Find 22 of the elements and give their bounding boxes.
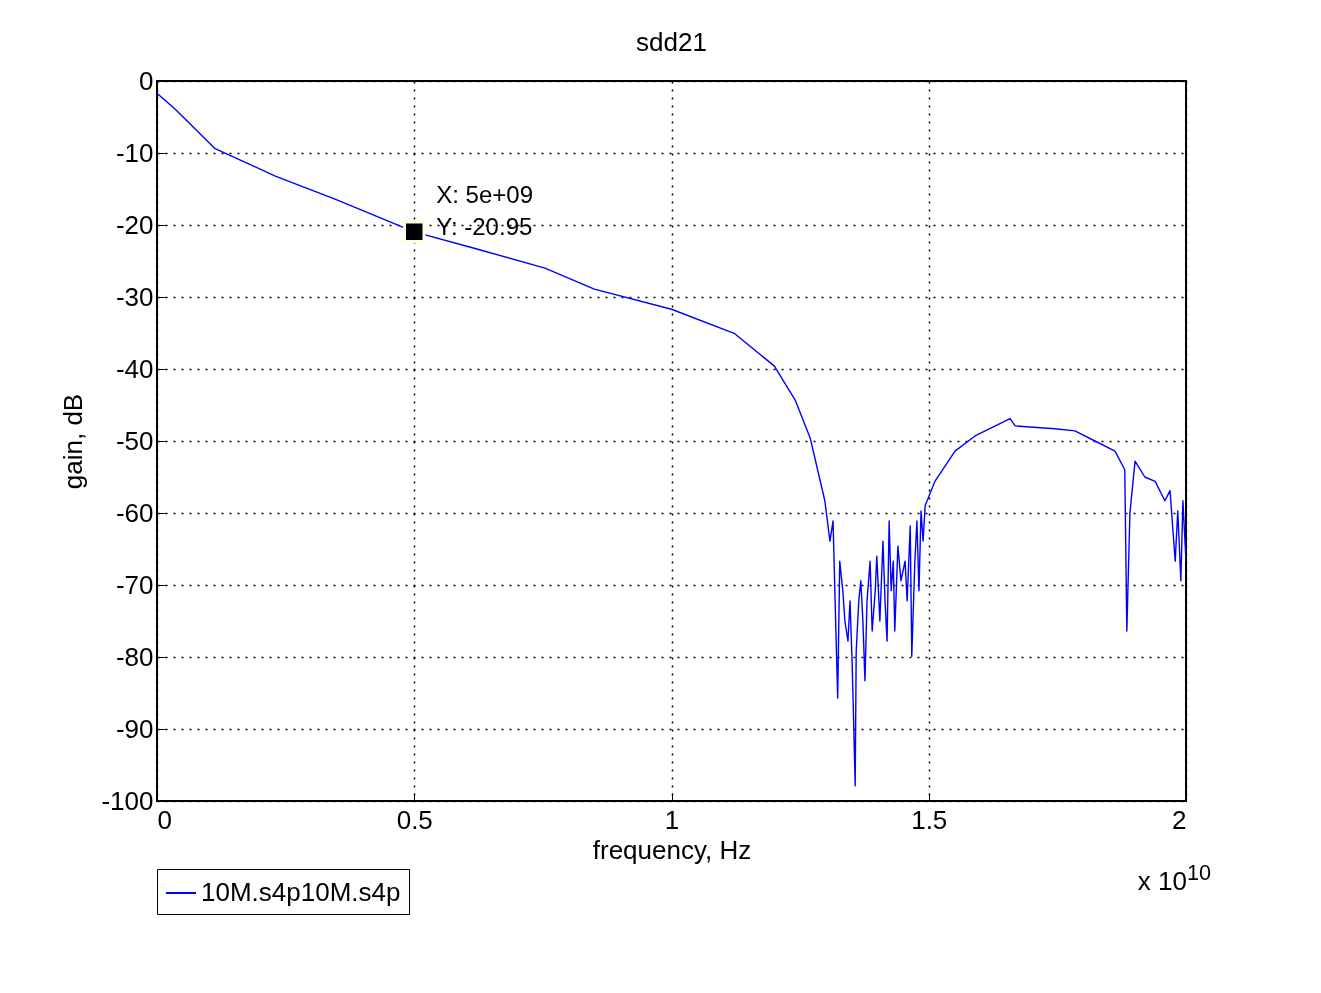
y-axis-title: gain, dB [58, 393, 89, 490]
y-tick-label: 0 [139, 65, 154, 96]
y-tick-label: -10 [115, 137, 154, 168]
y-tick-label: -100 [101, 785, 154, 816]
x-axis-title: frequency, Hz [592, 834, 752, 865]
y-tick-label: -40 [115, 353, 154, 384]
chart-title: sdd21 [636, 27, 707, 57]
x-tick-label: 2 [1172, 804, 1187, 835]
y-tick-label: -50 [115, 425, 154, 456]
y-tick-label: -70 [115, 569, 154, 600]
line-series [157, 92, 1186, 787]
y-tick-label: -80 [115, 641, 154, 672]
text: x 10$^{10}$ [1137, 860, 1211, 897]
y-tick-label: -60 [115, 497, 154, 528]
y-tick-label: -90 [115, 713, 154, 744]
y-tick-label: -20 [115, 209, 154, 240]
x-tick-label: 1 [664, 804, 680, 835]
x-tick-label: 0.5 [396, 804, 433, 835]
legend-label: 10M.s4p10M.s4p [201, 877, 401, 907]
y-tick-label: -30 [115, 281, 154, 312]
annotation: X: 5e+09 Y: -20.95 [436, 180, 533, 240]
x-tick-label: 1.5 [911, 804, 948, 835]
